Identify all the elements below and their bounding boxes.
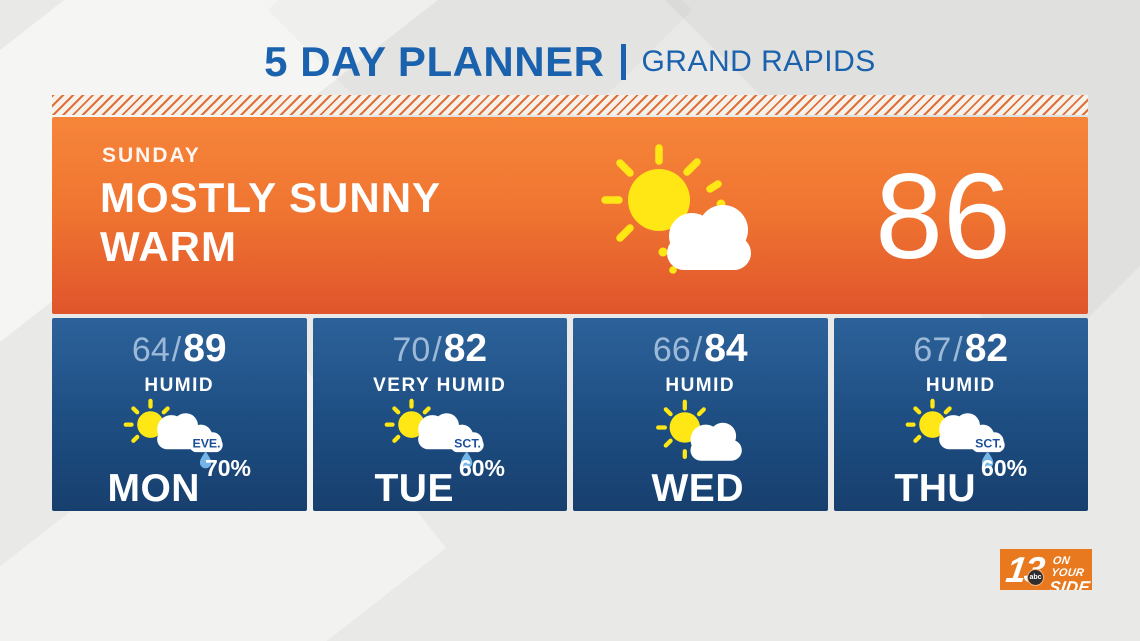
forecast-panel-mon: 64 / 89 HUMID	[52, 318, 307, 511]
header: 5 DAY PLANNER GRAND RAPIDS	[0, 36, 1140, 88]
day-label: MON	[107, 467, 200, 510]
temps: 64 / 89	[52, 329, 307, 368]
day-label: TUE	[374, 467, 454, 510]
high-temp: 82	[443, 327, 488, 370]
icon-timing-label: SCT.	[454, 436, 481, 450]
today-forecast-panel: SUNDAY MOSTLY SUNNY WARM	[52, 117, 1088, 314]
day-row: THU 60%	[834, 457, 1089, 510]
temp-separator: /	[692, 331, 703, 369]
forecast-panel-wed: 66 / 84 HUMID	[573, 318, 828, 511]
tagline-line2: SIDE	[1047, 578, 1092, 590]
title-separator-bar	[621, 44, 627, 80]
low-temp: 70	[392, 331, 431, 369]
tagline-line1: ON YOUR	[1050, 555, 1085, 579]
temps: 66 / 84	[573, 329, 828, 368]
location-label: GRAND RAPIDS	[641, 45, 876, 78]
humidity-label: HUMID	[665, 375, 736, 396]
high-temp: 82	[964, 327, 1009, 370]
precip-chance: 70%	[204, 455, 252, 481]
temps: 70 / 82	[313, 329, 568, 368]
low-temp: 66	[652, 331, 691, 369]
page-title: 5 DAY PLANNER	[264, 38, 605, 85]
day-row: MON 70%	[52, 457, 307, 510]
sun-cloud-scattered-rain-icon: SCT.	[834, 398, 1089, 474]
today-day-label: SUNDAY	[102, 144, 201, 167]
day-label: THU	[894, 467, 977, 510]
today-condition-line2: WARM	[100, 223, 237, 271]
precip-chance: 60%	[458, 455, 506, 481]
humidity-label: VERY HUMID	[373, 375, 507, 396]
forecast-panel-thu: 67 / 82 HUMID	[833, 318, 1089, 511]
day-row: WED	[573, 469, 828, 508]
sun-behind-cloud-icon	[597, 142, 757, 282]
station-logo-inner: 13 ON YOUR SIDE	[1003, 549, 1092, 590]
today-condition-line1: MOSTLY SUNNY	[100, 174, 442, 221]
sun-cloud-scattered-rain-icon: SCT.	[313, 398, 568, 474]
low-temp: 67	[913, 331, 952, 369]
forecast-row: 64 / 89 HUMID	[52, 318, 1088, 511]
temp-separator: /	[171, 331, 182, 369]
station-logo: 13 ON YOUR SIDE abc	[1000, 549, 1092, 590]
precip-chance: 60%	[981, 455, 1028, 481]
low-temp: 64	[131, 331, 170, 369]
icon-timing-label: EVE.	[193, 436, 221, 450]
high-temp: 89	[183, 327, 227, 370]
sun-cloud-evening-rain-icon: EVE.	[52, 398, 307, 474]
temps: 67 / 82	[834, 329, 1089, 368]
hatched-divider-bar	[52, 95, 1088, 115]
abc-network-icon: abc	[1027, 569, 1044, 586]
high-temp: 84	[704, 327, 748, 370]
day-label: WED	[651, 467, 744, 510]
sun-cloud-icon	[573, 398, 828, 474]
temp-separator: /	[953, 331, 963, 369]
temp-separator: /	[432, 331, 442, 369]
forecast-panel-tue: 70 / 82 VERY HUMID	[312, 318, 568, 511]
humidity-label: HUMID	[925, 375, 996, 396]
station-tagline: ON YOUR SIDE	[1048, 555, 1092, 590]
today-high-temp: 86	[875, 148, 1011, 284]
icon-timing-label: SCT.	[975, 436, 1002, 450]
today-condition-text: MOSTLY SUNNY WARM	[100, 173, 441, 271]
day-row: TUE 60%	[313, 457, 568, 510]
humidity-label: HUMID	[144, 375, 215, 396]
